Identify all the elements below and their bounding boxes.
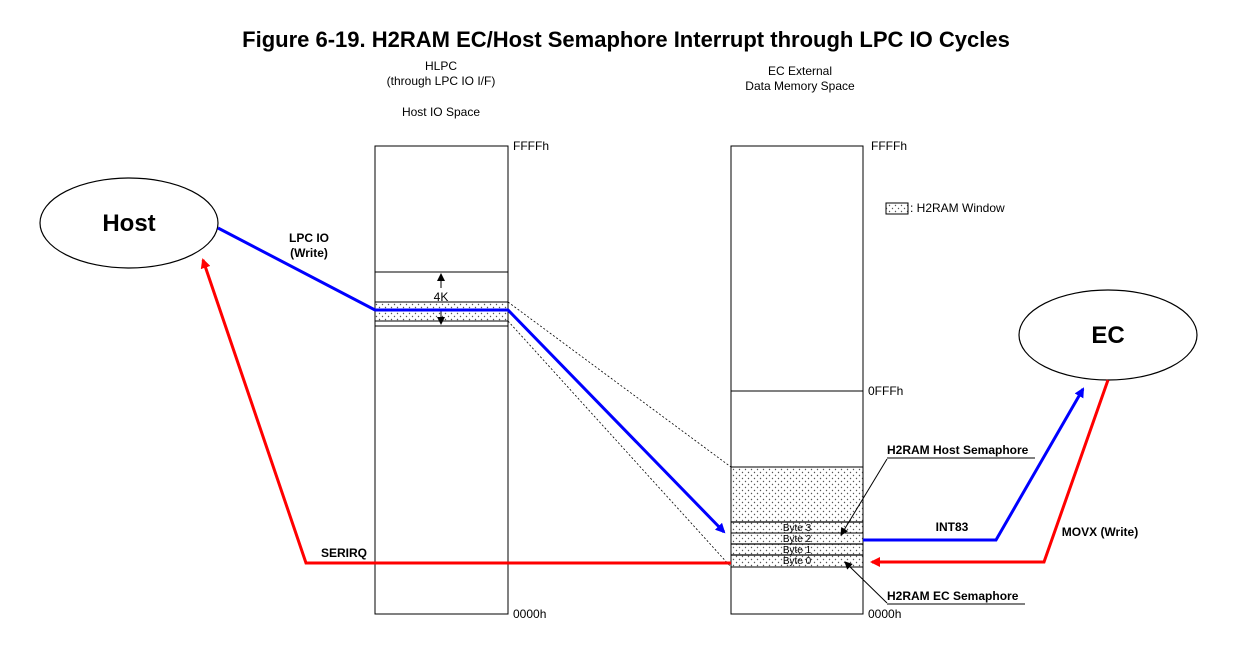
- hlpc-bottom-address: 0000h: [513, 607, 546, 621]
- ec-heading-sub: Data Memory Space: [745, 79, 855, 93]
- ec-memory-column: [730, 145, 864, 615]
- legend-label: : H2RAM Window: [910, 201, 1005, 215]
- hlpc-heading-sub: (through LPC IO I/F): [387, 74, 496, 88]
- int83-path: [863, 387, 1085, 542]
- int83-label: INT83: [936, 520, 969, 534]
- host-semaphore-label: H2RAM Host Semaphore: [887, 443, 1029, 457]
- movx-write-label: MOVX (Write): [1062, 525, 1138, 539]
- window-size-label: 4K: [434, 290, 449, 304]
- lpc-io-write-path: [217, 226, 726, 534]
- mapping-line-bottom: [507, 320, 732, 568]
- byte-3-label: Byte 3: [783, 523, 812, 534]
- ec-label: EC: [1091, 322, 1124, 349]
- ec-bottom-address: 0000h: [868, 607, 901, 621]
- ec-semaphore-label: H2RAM EC Semaphore: [887, 589, 1019, 603]
- ec-semaphore-pointer: [844, 561, 888, 604]
- hlpc-heading: HLPC: [425, 59, 457, 73]
- host-io-space-column: [374, 145, 509, 615]
- serirq-label: SERIRQ: [321, 546, 367, 560]
- movx-write-path: [870, 379, 1110, 567]
- figure-title: Figure 6-19. H2RAM EC/Host Semaphore Int…: [242, 27, 1010, 52]
- hlpc-top-address: FFFFh: [513, 139, 549, 153]
- lpc-io-write-label: (Write): [290, 246, 328, 260]
- byte-1-label: Byte 1: [783, 545, 812, 556]
- ec-heading: EC External: [768, 64, 832, 78]
- byte-2-label: Byte 2: [783, 534, 812, 545]
- byte-0-label: Byte 0: [783, 556, 812, 567]
- serirq-path: [200, 258, 731, 565]
- ec-mid-address: 0FFFh: [868, 384, 903, 398]
- legend-swatch: [885, 202, 909, 215]
- host-node: [39, 177, 219, 269]
- ec-h2ram-window: [730, 466, 864, 568]
- host-semaphore-pointer: [840, 458, 888, 536]
- lpc-io-label: LPC IO: [289, 231, 329, 245]
- host-label: Host: [102, 210, 155, 237]
- host-io-space-label: Host IO Space: [402, 105, 480, 119]
- mapping-line-top: [507, 301, 732, 468]
- ec-top-address: FFFFh: [871, 139, 907, 153]
